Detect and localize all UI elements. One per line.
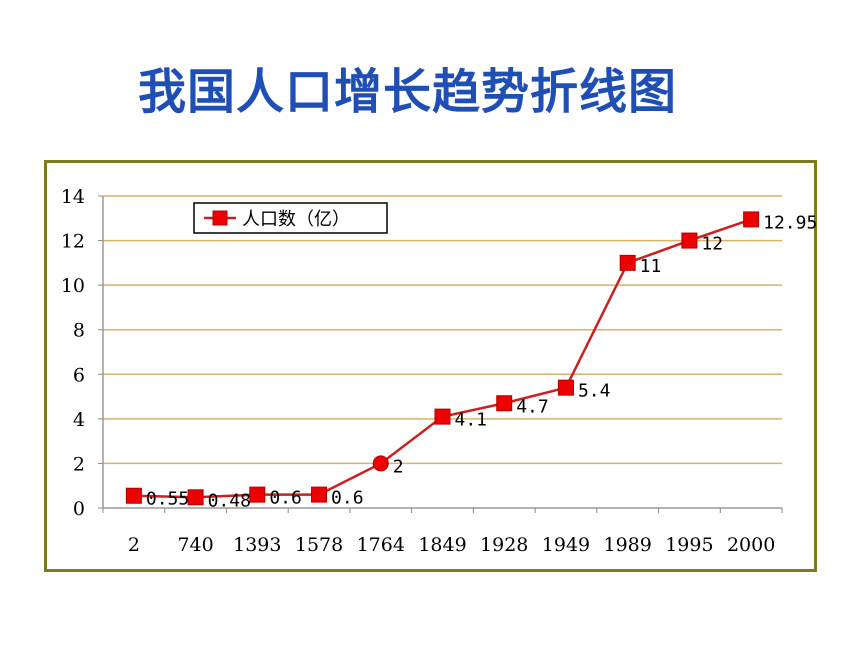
y-tick-label: 14: [61, 186, 85, 208]
x-tick-label: 1393: [233, 534, 281, 556]
data-label: 4.7: [516, 396, 549, 417]
y-tick-label: 6: [73, 364, 85, 386]
axes: [98, 195, 783, 513]
data-label: 12: [701, 234, 723, 255]
data-point: [187, 489, 204, 506]
grid-lines: [103, 195, 782, 465]
x-tick-label: 740: [177, 534, 213, 556]
data-label: 0.6: [269, 488, 302, 509]
data-point: [125, 487, 142, 504]
data-label: 0.55: [146, 489, 189, 510]
x-tick-label: 2000: [727, 534, 775, 556]
y-tick-label: 0: [73, 498, 85, 520]
legend-marker: [212, 210, 228, 226]
x-tick-label: 1764: [357, 534, 405, 556]
data-point: [372, 455, 389, 472]
legend-label: 人口数（亿）: [242, 209, 350, 230]
x-tick-label: 1928: [480, 534, 528, 556]
y-tick-label: 4: [73, 409, 85, 431]
data-labels: 0.55 0.48 0.6 0.6 2 4.1 4.7 5.4 11 12 12.95: [146, 212, 817, 511]
chart-frame: [44, 160, 817, 572]
data-label: 0.48: [208, 490, 251, 511]
data-point: [249, 486, 266, 503]
data-point: [434, 408, 451, 425]
data-label: 5.4: [578, 381, 611, 402]
page-title: 我国人口增长趋势折线图: [137, 64, 677, 120]
data-label: 2: [393, 456, 404, 477]
x-tick-label: 1995: [665, 534, 713, 556]
data-label: 4.1: [455, 410, 488, 431]
x-tick-label: 1989: [604, 534, 652, 556]
y-tick-label: 12: [61, 231, 85, 253]
y-tick-label: 10: [61, 275, 85, 297]
x-tick-label: 1578: [295, 534, 343, 556]
series-population: [125, 211, 760, 506]
x-tick-label: 1849: [418, 534, 466, 556]
x-tick-labels: 2 740 1393 1578 1764 1849 1928 1949 1989 1995 2000: [128, 534, 775, 556]
y-tick-labels: 0 2 4 6 8 10 12 14: [61, 186, 85, 520]
data-label: 12.95: [763, 212, 817, 233]
x-tick-label: 2: [128, 534, 140, 556]
legend: 人口数（亿）: [193, 202, 388, 234]
data-point: [311, 486, 328, 503]
data-point: [496, 395, 513, 412]
data-point: [743, 211, 760, 228]
x-tick-label: 1949: [542, 534, 590, 556]
data-point: [619, 254, 636, 271]
y-tick-label: 8: [73, 320, 85, 342]
data-label: 11: [640, 256, 662, 277]
data-point: [681, 232, 698, 249]
data-label: 0.6: [331, 488, 364, 509]
data-point: [557, 379, 574, 396]
y-tick-label: 2: [73, 453, 85, 475]
